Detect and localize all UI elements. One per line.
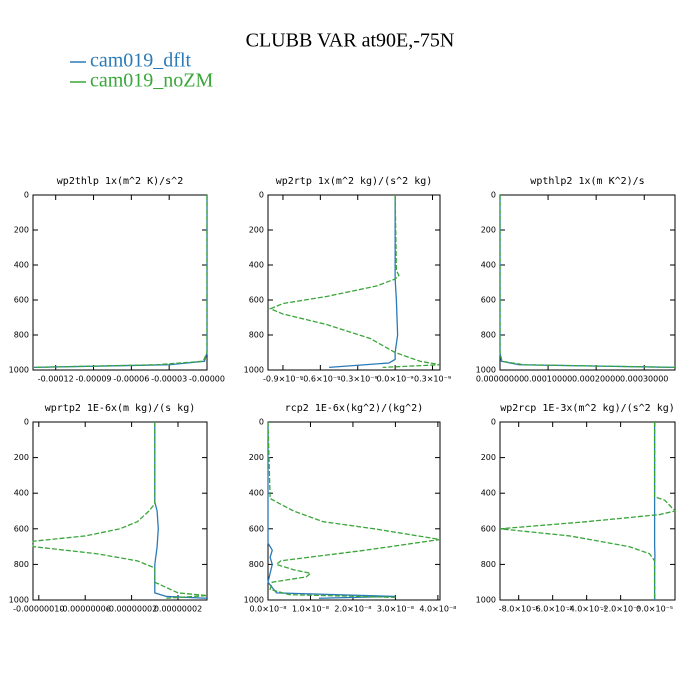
x-tick-label: 0.00000002 — [154, 605, 202, 614]
y-tick-label: 800 — [249, 331, 264, 340]
x-tick-label: -0.00000010 — [13, 605, 64, 614]
y-tick-label: 400 — [249, 261, 264, 270]
y-tick-label: 200 — [481, 226, 496, 235]
data-line — [267, 421, 441, 598]
chart-title: CLUBB VAR at90E,-75N — [246, 30, 455, 52]
y-tick-label: 600 — [249, 296, 264, 305]
y-tick-label: 1000 — [9, 596, 29, 605]
x-tick-label: 0.0×10⁻⁹ — [377, 375, 414, 384]
y-tick-label: 800 — [481, 560, 496, 569]
panel-title: wpthlp2 1x(m K^2)/s — [530, 176, 644, 187]
y-tick-label: 400 — [481, 261, 496, 270]
x-tick-label: 0.0×10⁻⁵ — [636, 605, 673, 614]
y-tick-label: 200 — [14, 453, 29, 462]
data-line — [268, 194, 441, 369]
y-tick-label: 1000 — [476, 596, 496, 605]
y-tick-label: 600 — [249, 524, 264, 533]
plot-frame — [32, 421, 208, 601]
y-tick-label: 1000 — [9, 366, 29, 375]
data-line — [32, 195, 208, 369]
x-tick-label: 0.00010000 — [524, 375, 572, 384]
y-tick-label: 0 — [24, 191, 29, 200]
y-tick-label: 400 — [14, 261, 29, 270]
y-tick-label: 1000 — [244, 366, 264, 375]
data-line — [154, 422, 208, 599]
x-tick-label: 1.0×10⁻⁸ — [292, 605, 329, 614]
y-tick-label: 1000 — [244, 596, 264, 605]
x-tick-label: 0.00020000 — [572, 375, 620, 384]
y-tick-label: 800 — [14, 331, 29, 340]
y-tick-label: 0 — [259, 418, 264, 427]
y-tick-label: 200 — [14, 226, 29, 235]
data-line — [267, 422, 396, 599]
y-tick-label: 400 — [14, 489, 29, 498]
x-tick-label: -2.0×10⁻⁵ — [601, 605, 641, 614]
y-tick-label: 600 — [14, 296, 29, 305]
x-tick-label: -0.00006 — [113, 375, 149, 384]
x-tick-label: -0.00000002 — [106, 605, 157, 614]
y-tick-label: 800 — [249, 560, 264, 569]
y-tick-label: 800 — [14, 560, 29, 569]
x-tick-label: 0.00030000 — [620, 375, 668, 384]
y-tick-label: 0 — [24, 418, 29, 427]
x-tick-label: -4.0×10⁻⁵ — [567, 605, 607, 614]
data-line — [32, 422, 208, 599]
x-tick-label: 0.3×10⁻⁹ — [414, 375, 451, 384]
data-line — [499, 195, 676, 369]
y-tick-label: 1000 — [476, 366, 496, 375]
x-tick-label: -0.6×10⁻⁹ — [300, 375, 340, 384]
x-tick-label: 0.00000000 — [476, 375, 524, 384]
x-tick-label: -0.3×10⁻⁹ — [338, 375, 378, 384]
panel-title: wprtp2 1E-6x(m kg)/(s kg) — [45, 403, 196, 414]
panel-title: rcp2 1E-6x(kg^2)/(kg^2) — [285, 403, 423, 414]
y-tick-label: 400 — [481, 489, 496, 498]
x-tick-label: -0.00000 — [189, 375, 225, 384]
legend-label: cam019_noZM — [90, 70, 214, 92]
x-tick-label: -0.00009 — [76, 375, 112, 384]
y-tick-label: 600 — [481, 524, 496, 533]
y-tick-label: 600 — [14, 524, 29, 533]
y-tick-label: 200 — [249, 226, 264, 235]
x-tick-label: -0.00000006 — [60, 605, 111, 614]
y-tick-label: 600 — [481, 296, 496, 305]
x-tick-label: 4.0×10⁻⁸ — [419, 605, 456, 614]
data-line — [499, 422, 677, 600]
y-tick-label: 200 — [249, 453, 264, 462]
panel-title: wp2rtp 1x(m^2 kg)/(s^2 kg) — [276, 176, 433, 187]
y-tick-label: 0 — [259, 191, 264, 200]
x-tick-label: 3.0×10⁻⁸ — [377, 605, 414, 614]
x-tick-label: -0.9×10⁻⁹ — [263, 375, 303, 384]
y-tick-label: 200 — [481, 453, 496, 462]
panel-title: wp2thlp 1x(m^2 K)/s^2 — [57, 176, 183, 187]
y-tick-label: 400 — [249, 489, 264, 498]
x-tick-label: 0.0×10⁻⁸ — [249, 605, 286, 614]
data-line — [329, 195, 399, 369]
x-tick-label: 2.0×10⁻⁸ — [334, 605, 371, 614]
y-tick-label: 800 — [481, 331, 496, 340]
x-tick-label: -8.0×10⁻⁵ — [499, 605, 539, 614]
panel-title: wp2rcp 1E-3x(m^2 kg)/(s^2 kg) — [500, 403, 675, 414]
x-tick-label: -6.0×10⁻⁵ — [533, 605, 573, 614]
legend-label: cam019_dflt — [90, 50, 192, 72]
x-tick-label: -0.00003 — [151, 375, 187, 384]
plot-frame — [267, 194, 441, 371]
y-tick-label: 0 — [491, 418, 496, 427]
x-tick-label: -0.00012 — [38, 375, 74, 384]
y-tick-label: 0 — [491, 191, 496, 200]
